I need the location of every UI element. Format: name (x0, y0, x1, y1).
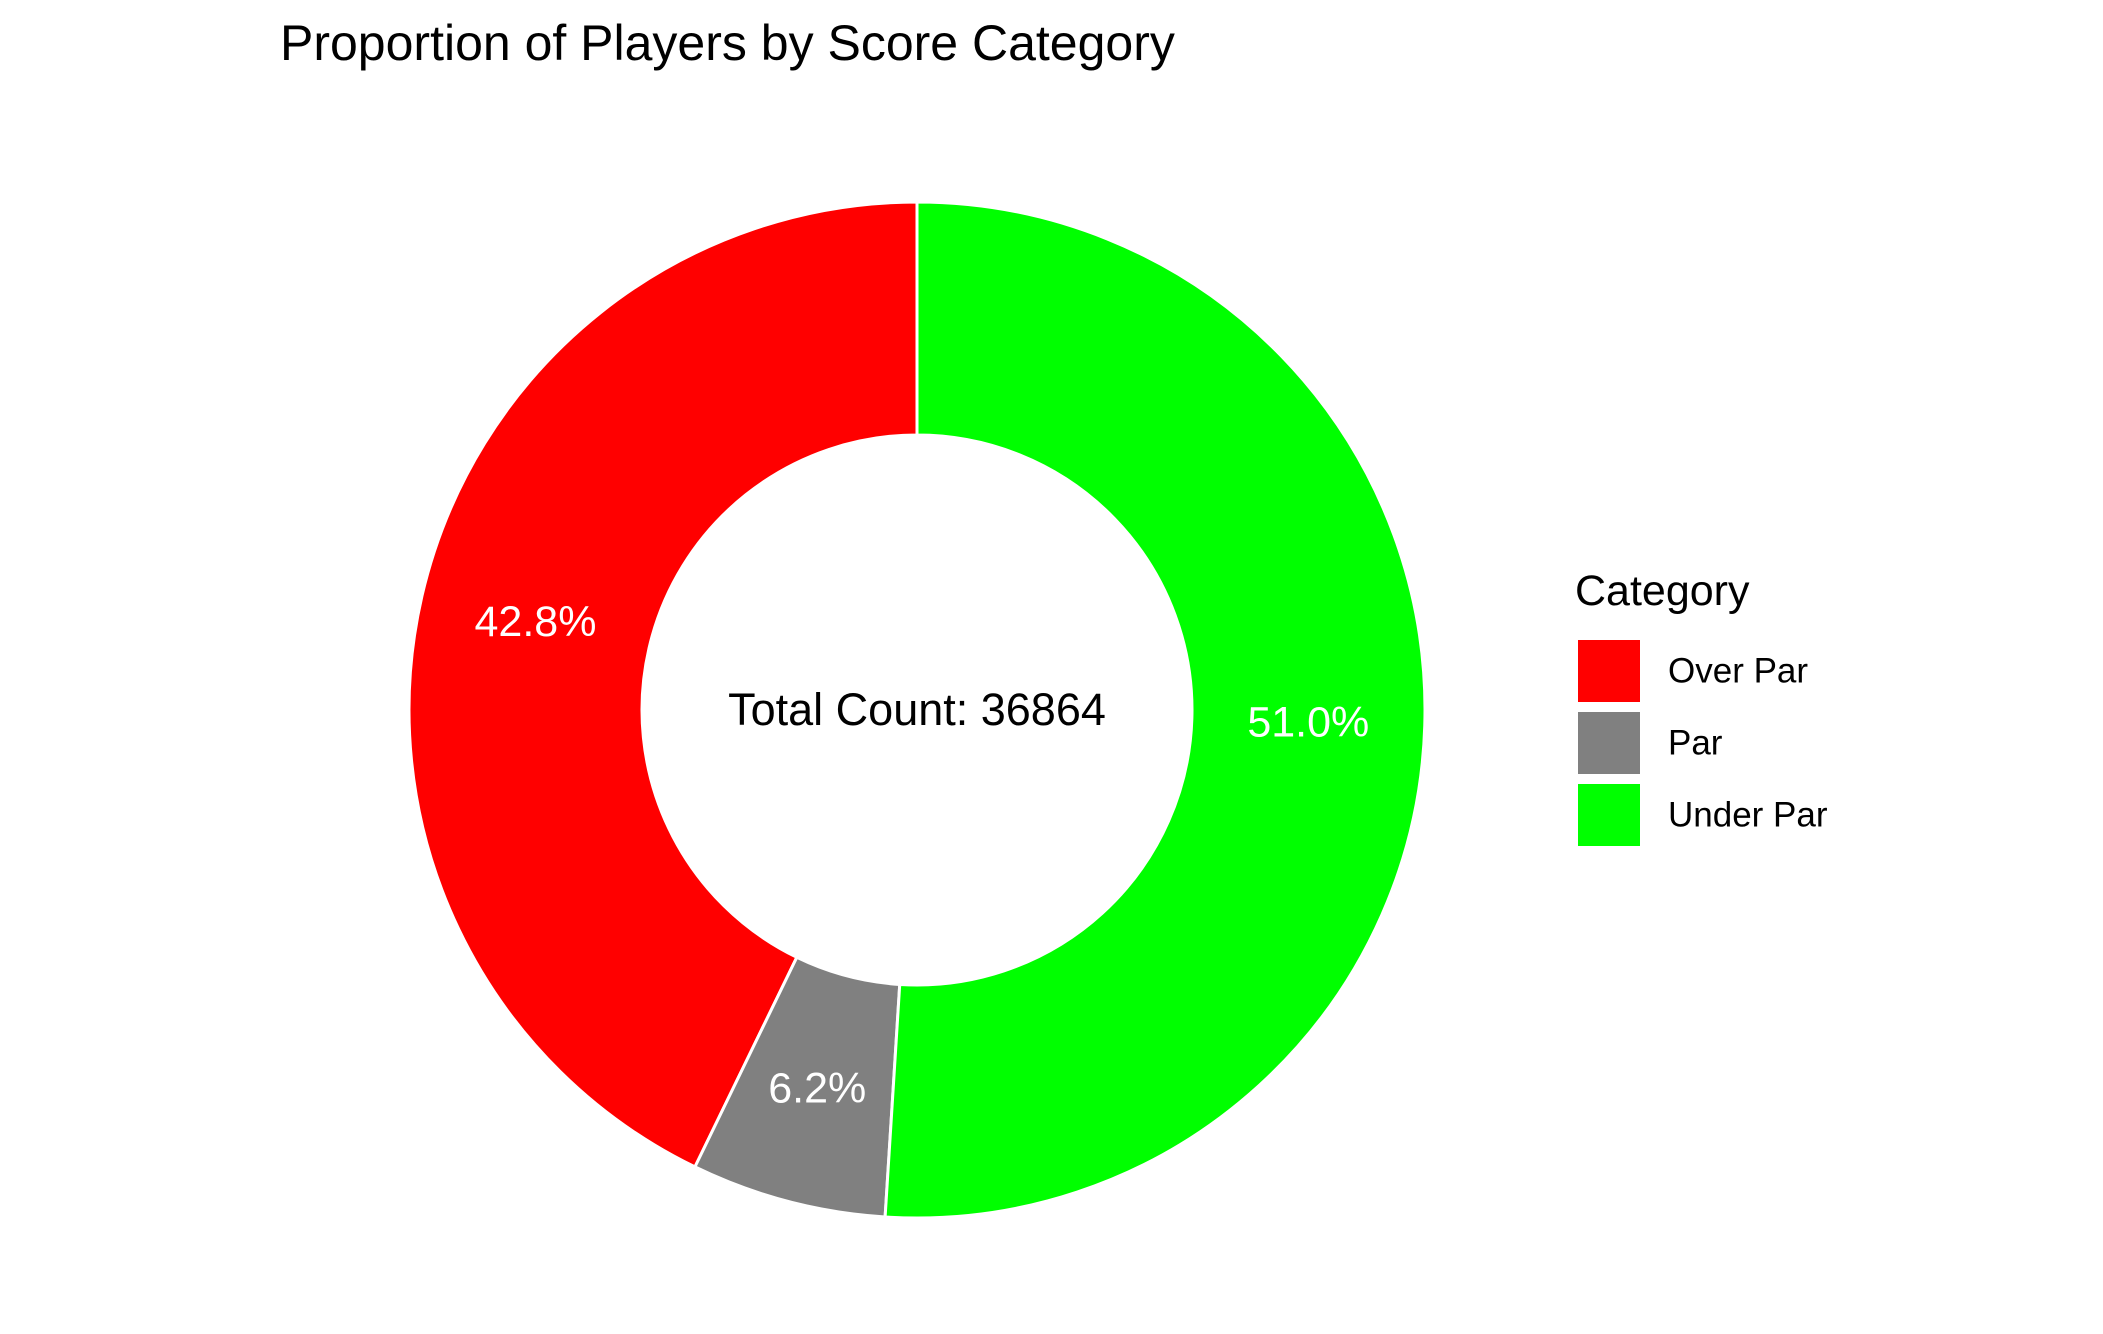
donut-slices (407, 200, 1427, 1220)
legend-swatch-par (1578, 712, 1640, 774)
legend-swatch-over-par (1578, 640, 1640, 702)
legend-label-under-par: Under Par (1668, 796, 1828, 835)
legend-label-over-par: Over Par (1668, 652, 1808, 691)
slice-label-under-par: 51.0% (1247, 698, 1369, 746)
slice-over-par (407, 200, 919, 1169)
slice-label-par: 6.2% (768, 1065, 866, 1113)
chart-title: Proportion of Players by Score Category (280, 15, 1175, 71)
legend-label-par: Par (1668, 724, 1723, 763)
legend: Category Over Par Par Under Par (1575, 567, 1828, 846)
slice-label-over-par: 42.8% (475, 598, 597, 646)
legend-title: Category (1575, 567, 1750, 615)
legend-items: Over Par Par Under Par (1578, 640, 1828, 846)
slice-labels: 42.8% 6.2% 51.0% (475, 598, 1370, 1112)
slice-under-par (883, 200, 1427, 1220)
total-count-label: Total Count: 36864 (728, 684, 1106, 735)
legend-swatch-under-par (1578, 784, 1640, 846)
